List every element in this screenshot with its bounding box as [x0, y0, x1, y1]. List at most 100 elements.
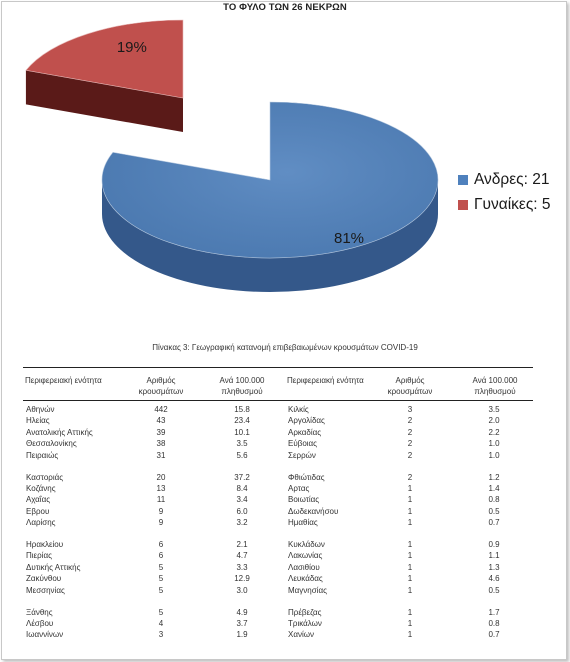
header-region-right: Περιφερειακή ενότητα	[287, 376, 364, 385]
table-cell-per100k: 1.7	[488, 607, 500, 617]
table-cell-region: Δυτικής Αττικής	[26, 562, 81, 572]
table-cell-per100k: 2.2	[488, 427, 500, 437]
table-cell-cases: 6	[158, 540, 164, 549]
table-cell-region: Αρτας	[288, 483, 310, 493]
legend-label-women: Γυναίκες: 5	[474, 196, 551, 213]
table-cell-per100k: 3.3	[236, 562, 248, 572]
table-cell-per100k: 3.4	[236, 495, 248, 505]
table-caption: Πίνακας 3: Γεωγραφική κατανομή επιβεβαιω…	[152, 343, 418, 352]
table-cell-per100k: 1.9	[236, 630, 248, 640]
pie-chart: 19% 81%	[25, 19, 439, 292]
table-cell-per100k: 0.5	[488, 585, 500, 595]
table-cell-region: Πρέβεζας	[288, 607, 322, 617]
table-header-rule	[23, 400, 533, 401]
table-cell-cases: 2	[407, 439, 413, 449]
table-cell-region: Εύβοιας	[288, 439, 318, 449]
table-cell-per100k: 1.1	[488, 551, 500, 561]
table-cell-cases: 2	[407, 472, 413, 482]
table-cell-region: Σερρών	[288, 450, 316, 460]
table-cell-per100k: 0.9	[488, 540, 500, 549]
chart-title: ΤΟ ΦΥΛΟ ΤΩΝ 26 ΝΕΚΡΩΝ	[223, 2, 347, 13]
table-cell-cases: 9	[158, 518, 164, 528]
table-cell-region: Κιλκίς	[288, 405, 309, 414]
table-cell-per100k: 4.9	[236, 607, 248, 617]
table-cell-region: Μαγνησίας	[288, 585, 327, 595]
table-cell-cases: 1	[407, 562, 413, 572]
table-cell-cases: 5	[158, 562, 164, 572]
table-cell-cases: 1	[407, 618, 413, 628]
legend-swatch-women	[458, 200, 468, 210]
table-cell-region: Ιωαννίνων	[26, 630, 64, 640]
table-cell-per100k: 0.8	[488, 618, 500, 628]
table-cell-region: Βοιωτίας	[288, 495, 320, 505]
table-cell-cases: 1	[407, 551, 413, 561]
table-cell-per100k: 0.5	[488, 506, 500, 516]
table-cell-region: Θεσσαλονίκης	[26, 439, 77, 449]
table-cell-cases: 1	[407, 607, 413, 617]
table-cell-cases: 6	[158, 551, 164, 561]
table-cell-cases: 38	[156, 439, 166, 449]
table-cell-per100k: 23.4	[234, 416, 250, 426]
table-cell-per100k: 1.0	[488, 439, 500, 449]
table-cell-per100k: 1.2	[488, 472, 500, 482]
table-cell-region: Ξάνθης	[26, 607, 53, 617]
table-cell-per100k: 1.0	[488, 450, 500, 460]
legend-swatch-men	[458, 175, 468, 185]
table-cell-region: Καστοριάς	[26, 472, 64, 482]
legend-item-women: Γυναίκες: 5	[458, 195, 551, 215]
table-cell-per100k: 4.7	[236, 551, 248, 561]
table-cell-region: Δωδεκανήσου	[288, 506, 339, 516]
table-cell-cases: 1	[407, 506, 413, 516]
table-cell-cases: 5	[158, 585, 164, 595]
table-cell-per100k: 2.0	[488, 416, 500, 426]
table-cell-region: Πιερίας	[26, 551, 52, 561]
table-cell-cases: 4	[158, 618, 164, 628]
table-cell-cases: 1	[407, 483, 413, 493]
table-cell-region: Εβρου	[26, 506, 50, 516]
table-cell-cases: 1	[407, 574, 413, 584]
table-cell-cases: 1	[407, 495, 413, 505]
table-cell-region: Ανατολικής Αττικής	[26, 427, 93, 437]
pie-slice-men-wall	[102, 180, 438, 292]
table-cell-per100k: 3.2	[236, 518, 248, 528]
header-cases-right: Αριθμός κρουσμάτων	[387, 376, 433, 396]
table-cell-cases: 2	[407, 427, 413, 437]
table-cell-region: Λέσβου	[26, 618, 54, 628]
table-cell-region: Λευκάδας	[288, 574, 323, 584]
table-cell-region: Αχαΐας	[26, 495, 51, 505]
table-cell-per100k: 12.9	[234, 574, 250, 584]
table-cell-per100k: 8.4	[236, 483, 248, 493]
table-cell-region: Λαρίσης	[26, 518, 56, 528]
header-region-left: Περιφερειακή ενότητα	[25, 376, 102, 385]
table-cell-cases: 9	[158, 506, 164, 516]
table-cell-cases: 2	[407, 450, 413, 460]
header-cases-left: Αριθμός κρουσμάτων	[138, 376, 184, 396]
table-cell-per100k: 0.7	[488, 518, 500, 528]
table-cell-per100k: 3.5	[488, 405, 500, 414]
table-cell-per100k: 1.4	[488, 483, 500, 493]
pie-label-men: 81%	[334, 230, 364, 247]
table-cell-per100k: 37.2	[234, 472, 250, 482]
table-cell-region: Φθιώτιδας	[288, 472, 325, 482]
table-cell-cases: 1	[407, 518, 413, 528]
table-cell-region: Λασιθίου	[288, 562, 320, 572]
table-cell-per100k: 0.8	[488, 495, 500, 505]
table-cell-per100k: 3.0	[236, 585, 248, 595]
table-cell-cases: 20	[156, 472, 166, 482]
pie-slice-women	[25, 19, 184, 132]
table-cell-per100k: 3.7	[236, 618, 248, 628]
legend-item-men: Ανδρες: 21	[458, 170, 550, 190]
table-cell-region: Χανίων	[288, 630, 314, 640]
table-cell-per100k: 15.8	[234, 405, 250, 414]
table-cell-region: Μεσσηνίας	[26, 585, 65, 595]
table-cell-per100k: 4.6	[488, 574, 500, 584]
pie-slice-men	[101, 101, 439, 292]
legend-label-men: Ανδρες: 21	[474, 171, 550, 188]
table-cell-region: Ημαθίας	[288, 518, 318, 528]
table-cell-region: Πειραιώς	[26, 450, 59, 460]
table-cell-cases: 2	[407, 416, 413, 426]
table-cell-cases: 1	[407, 585, 413, 595]
table-cell-cases: 31	[156, 450, 166, 460]
table-cell-cases: 3	[407, 405, 413, 414]
table-cell-cases: 5	[158, 574, 164, 584]
